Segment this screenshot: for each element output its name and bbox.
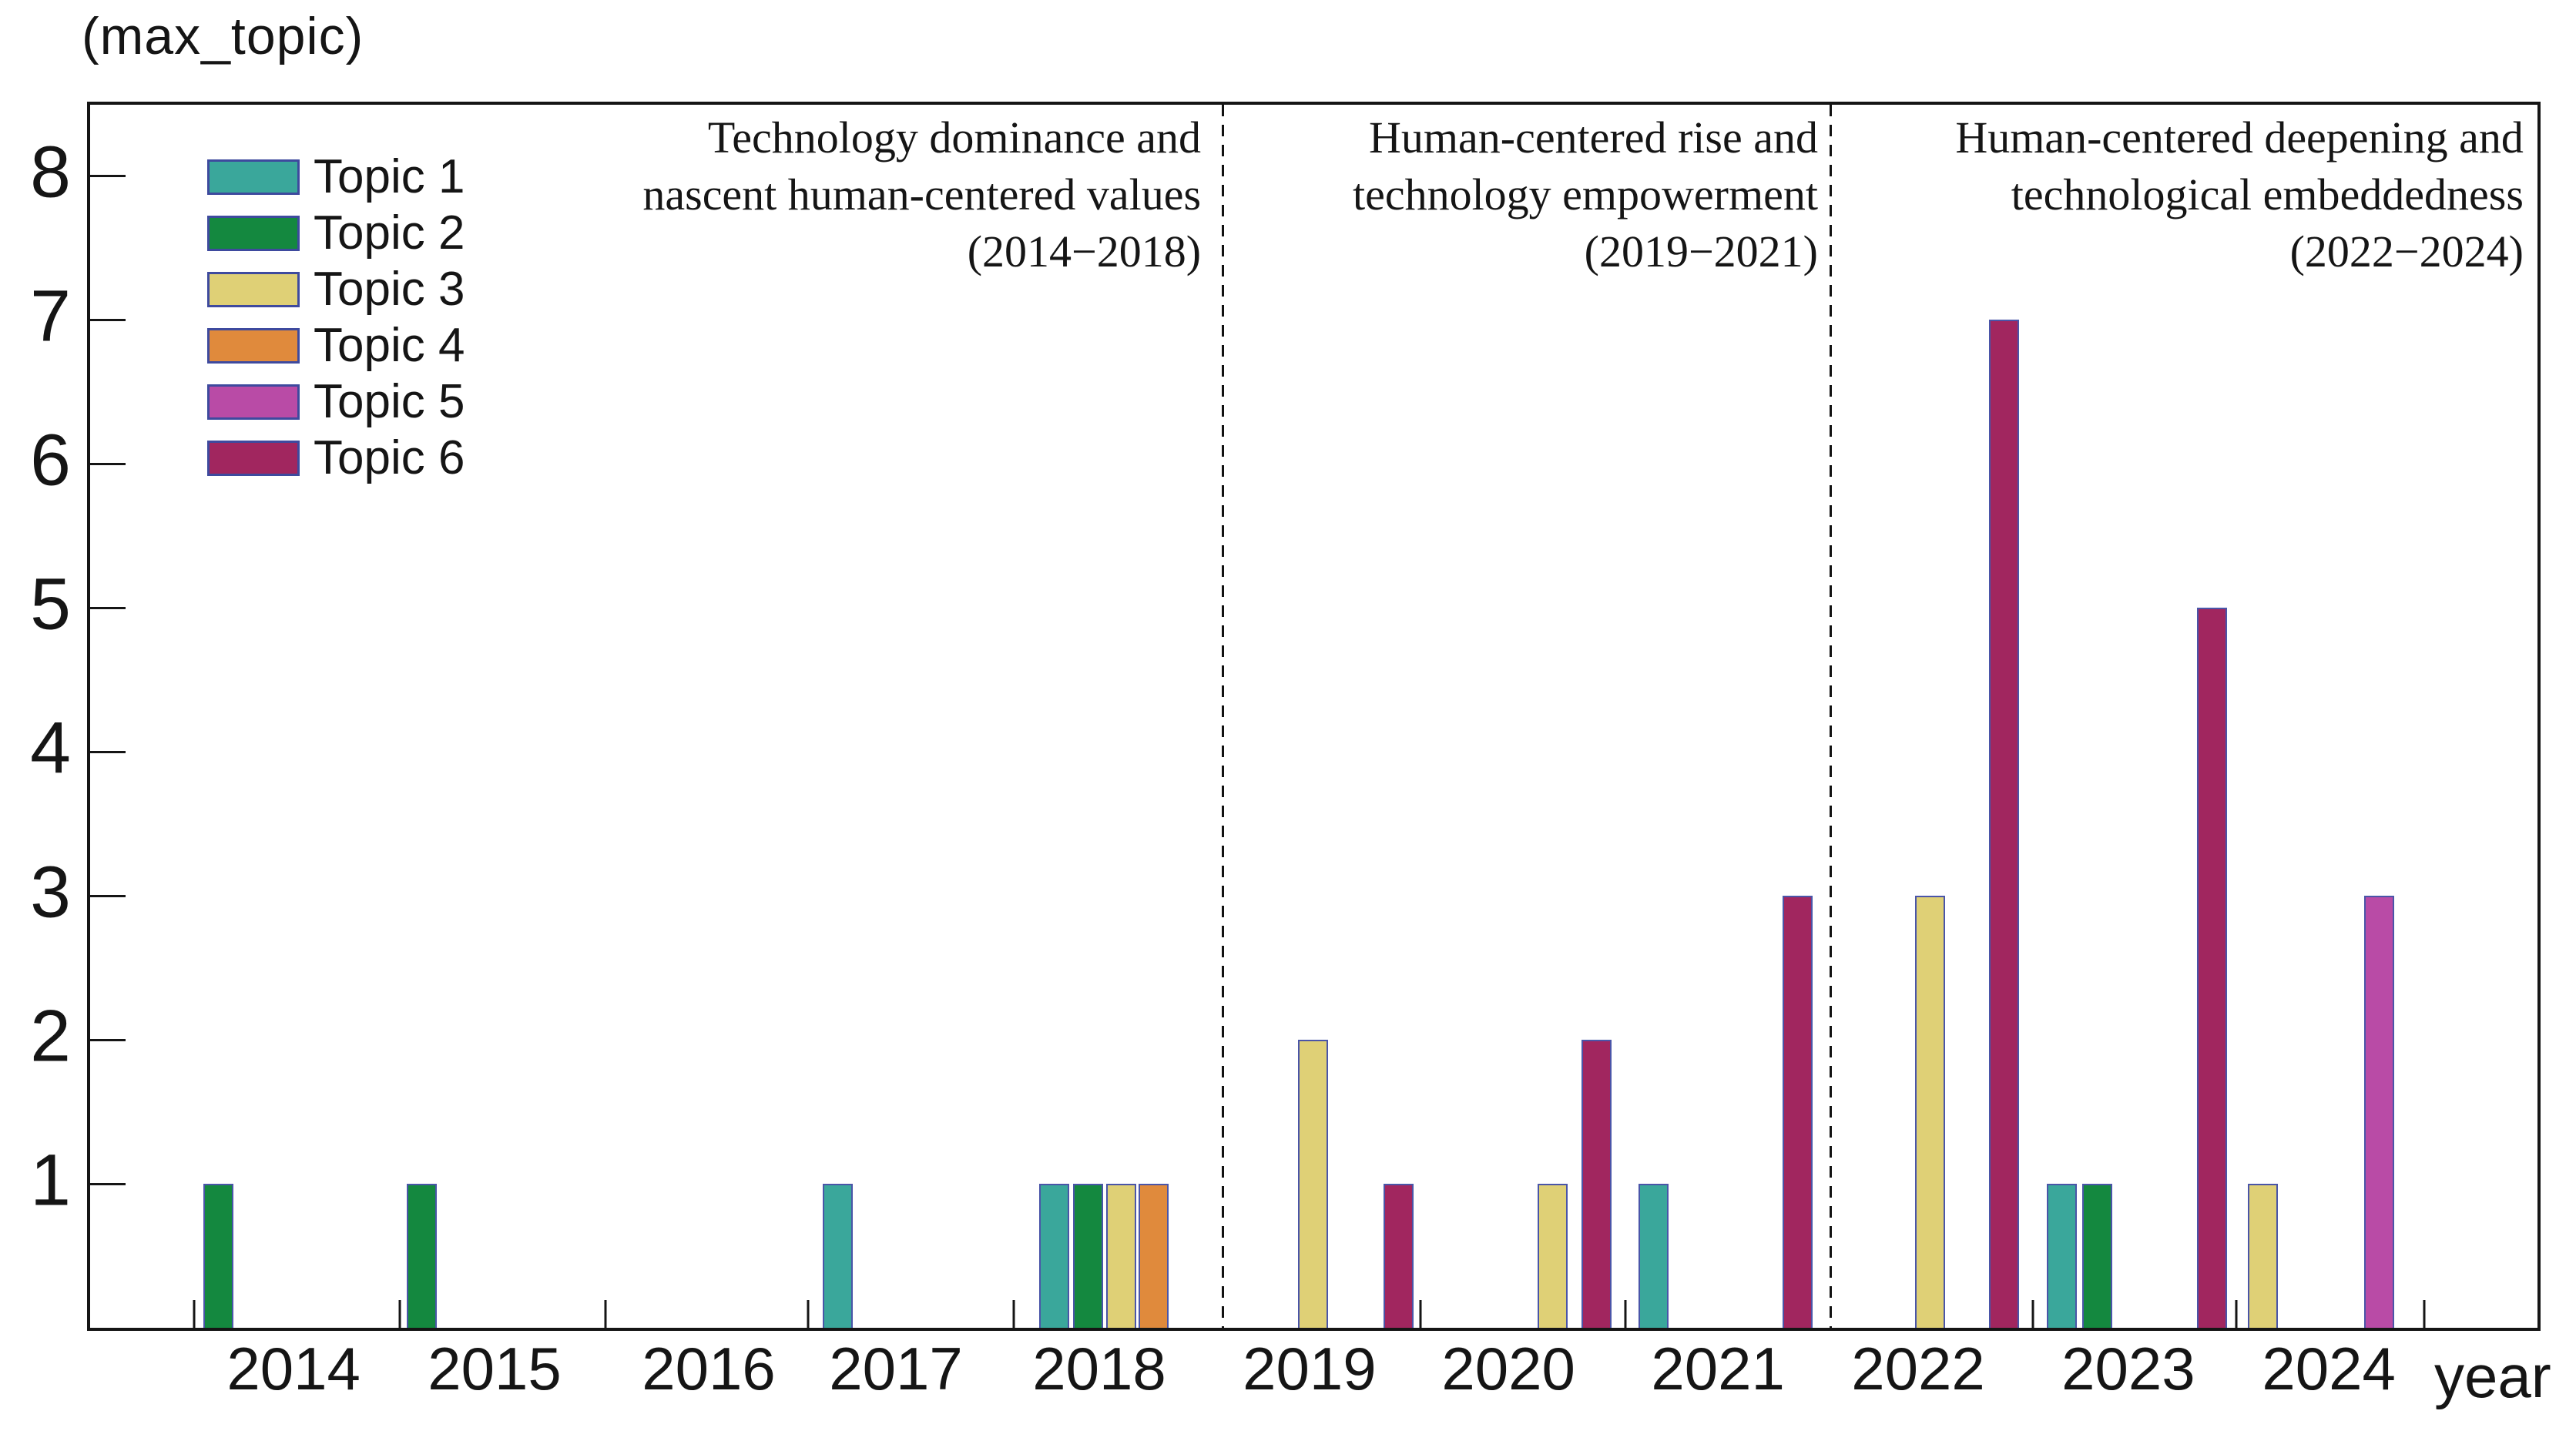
bar-2023-topic2	[2082, 1184, 2113, 1328]
legend-item-topic-6: Topic 6	[207, 434, 465, 481]
bar-2019-topic6	[1384, 1184, 1414, 1328]
legend-item-topic-4: Topic 4	[207, 321, 465, 369]
x-boundary-tick-8	[2235, 1300, 2238, 1328]
x-boundary-tick-5	[1419, 1300, 1422, 1328]
legend-label-topic-3: Topic 3	[314, 262, 465, 316]
bar-2018-topic4	[1139, 1184, 1169, 1328]
legend-item-topic-3: Topic 3	[207, 265, 465, 313]
legend-swatch-topic-6	[207, 440, 300, 476]
period-annotation-3-line-1: Human-centered deepening and	[1955, 112, 2524, 163]
y-tick-label-1: 1	[30, 1139, 71, 1221]
legend-swatch-topic-2	[207, 215, 300, 251]
y-axis-tick-labels: 1 2 3 4 5 6 7 8	[0, 102, 71, 1325]
period-annotation-2-line-2: technology empowerment	[1352, 169, 1818, 220]
bar-2014-topic2	[203, 1184, 234, 1328]
bar-2020-topic6	[1581, 1040, 1612, 1328]
legend-label-topic-2: Topic 2	[314, 206, 465, 260]
y-tick-3	[90, 895, 126, 897]
y-tick-4	[90, 751, 126, 753]
y-tick-7	[90, 319, 126, 321]
legend: Topic 1 Topic 2 Topic 3 Topic 4 Topic 5 Topic…	[207, 152, 465, 496]
period-annotation-3-line-3: (2022−2024)	[2289, 226, 2524, 276]
y-tick-5	[90, 607, 126, 609]
year-label-2016: 2016	[642, 1335, 776, 1402]
dashed-divider-1	[1221, 105, 1224, 1328]
y-tick-label-5: 5	[30, 563, 71, 645]
year-label-2024: 2024	[2262, 1335, 2396, 1402]
x-boundary-tick-9	[2423, 1300, 2426, 1328]
x-boundary-tick-2	[604, 1300, 607, 1328]
legend-swatch-topic-4	[207, 327, 300, 364]
legend-label-topic-1: Topic 1	[314, 149, 465, 203]
legend-item-topic-2: Topic 2	[207, 209, 465, 256]
y-axis-title: (max_topic)	[82, 7, 364, 65]
legend-swatch-topic-3	[207, 271, 300, 307]
period-annotation-2: Human-centered rise and technology empowe…	[1353, 109, 1818, 280]
y-tick-2	[90, 1039, 126, 1041]
bar-2019-topic3	[1297, 1040, 1328, 1328]
legend-swatch-topic-5	[207, 384, 300, 420]
x-boundary-tick-7	[2031, 1300, 2034, 1328]
legend-swatch-topic-1	[207, 159, 300, 195]
bar-2023-topic6	[2196, 608, 2227, 1328]
year-label-2022: 2022	[1851, 1335, 1985, 1402]
period-annotation-3-line-2: technological embeddedness	[2011, 169, 2524, 220]
legend-label-topic-4: Topic 4	[314, 318, 465, 372]
bar-2024-topic5	[2364, 896, 2395, 1328]
bar-2018-topic1	[1039, 1184, 1070, 1328]
year-label-2014: 2014	[226, 1335, 361, 1402]
legend-label-topic-5: Topic 5	[314, 374, 465, 428]
y-tick-8	[90, 175, 126, 177]
period-annotation-3: Human-centered deepening and technologica…	[1955, 109, 2524, 280]
bar-2024-topic3	[2247, 1184, 2278, 1328]
x-boundary-tick-4	[1012, 1300, 1015, 1328]
bar-2020-topic3	[1537, 1184, 1568, 1328]
plot-area: Topic 1 Topic 2 Topic 3 Topic 4 Topic 5 Topic…	[87, 102, 2541, 1331]
period-annotation-1-line-2: nascent human-centered values	[642, 169, 1202, 220]
x-axis-year-labels: 2014 2015 2016 2017 2018 2019 2020 2021 2022 2023…	[87, 1337, 2534, 1429]
x-boundary-tick-3	[807, 1300, 810, 1328]
y-tick-label-8: 8	[30, 131, 71, 213]
bar-2017-topic1	[822, 1184, 853, 1328]
bar-2022-topic6	[1989, 320, 2020, 1328]
year-label-2019: 2019	[1243, 1335, 1377, 1402]
year-label-2017: 2017	[829, 1335, 963, 1402]
year-label-2021: 2021	[1651, 1335, 1785, 1402]
legend-label-topic-6: Topic 6	[314, 431, 465, 484]
x-boundary-tick-6	[1624, 1300, 1627, 1328]
y-tick-6	[90, 463, 126, 465]
legend-item-topic-1: Topic 1	[207, 152, 465, 200]
x-axis-title: year	[2434, 1342, 2551, 1410]
year-label-2020: 2020	[1441, 1335, 1575, 1402]
y-tick-label-3: 3	[30, 851, 71, 933]
bar-2018-topic2	[1072, 1184, 1103, 1328]
period-annotation-1: Technology dominance and nascent human-ce…	[642, 109, 1201, 280]
y-tick-label-4: 4	[30, 707, 71, 789]
period-annotation-2-line-3: (2019−2021)	[1584, 226, 1818, 276]
x-boundary-tick-0	[193, 1300, 196, 1328]
bar-2022-topic3	[1914, 896, 1945, 1328]
year-label-2018: 2018	[1032, 1335, 1166, 1402]
dashed-divider-2	[1829, 105, 1832, 1328]
bar-2021-topic6	[1782, 896, 1813, 1328]
y-tick-label-7: 7	[30, 275, 71, 357]
y-tick-1	[90, 1183, 126, 1185]
bar-2018-topic3	[1105, 1184, 1136, 1328]
year-label-2015: 2015	[428, 1335, 562, 1402]
y-tick-label-6: 6	[30, 419, 71, 501]
year-label-2023: 2023	[2061, 1335, 2195, 1402]
period-annotation-2-line-1: Human-centered rise and	[1369, 112, 1818, 163]
period-annotation-1-line-3: (2014−2018)	[967, 226, 1202, 276]
period-annotation-1-line-1: Technology dominance and	[707, 112, 1202, 163]
bar-2015-topic2	[406, 1184, 437, 1328]
legend-item-topic-5: Topic 5	[207, 377, 465, 425]
y-tick-label-2: 2	[30, 995, 71, 1077]
bar-2021-topic1	[1639, 1184, 1669, 1328]
x-boundary-tick-1	[398, 1300, 401, 1328]
bar-2023-topic1	[2046, 1184, 2077, 1328]
